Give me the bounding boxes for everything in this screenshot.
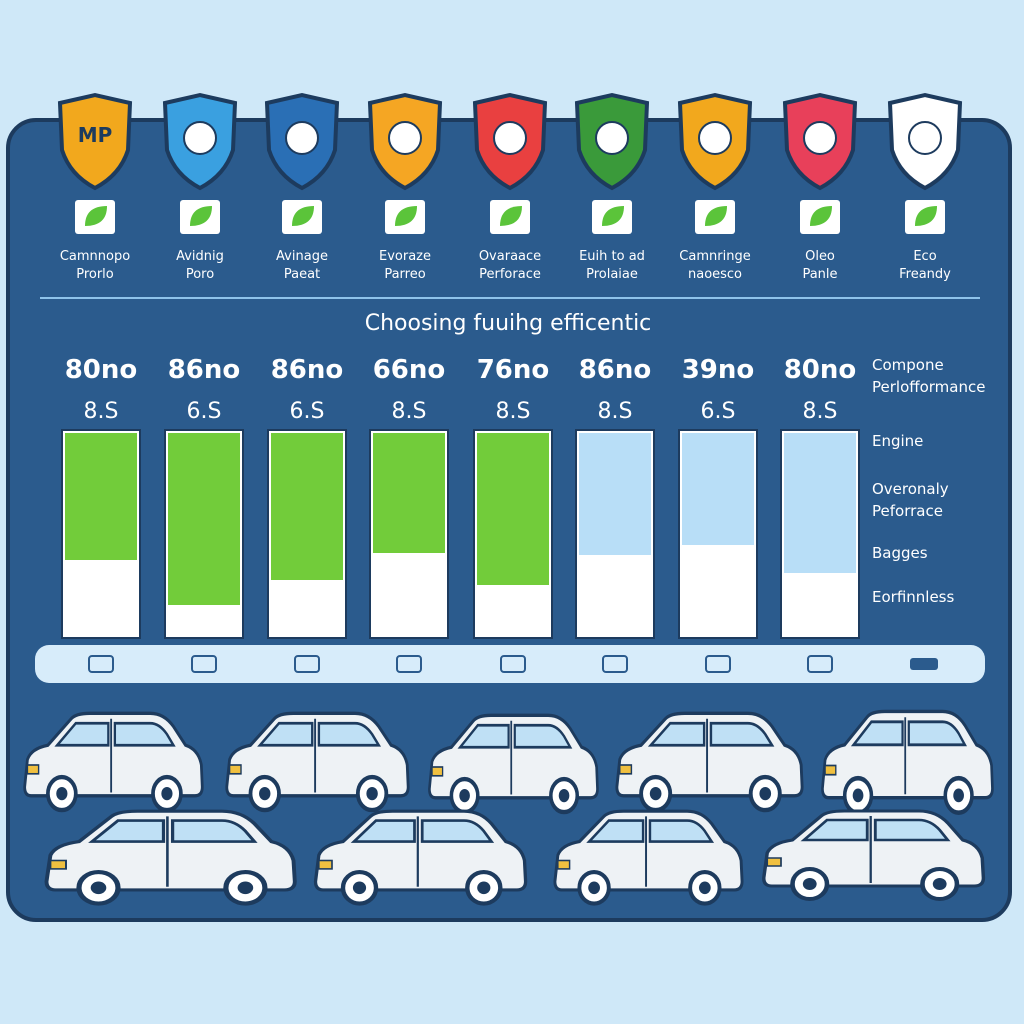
bar-label: 86no	[579, 355, 652, 385]
leaf	[602, 206, 624, 226]
bar-sublabel: 8.S	[84, 399, 119, 424]
strip-icon	[807, 655, 833, 673]
leaf	[190, 206, 212, 226]
badge-icon	[803, 121, 837, 155]
badge-label: Paeat	[284, 267, 320, 282]
side-label: Eorfinnless	[872, 588, 954, 606]
badge-label: Prolaiae	[586, 267, 638, 282]
strip-icon	[705, 655, 731, 673]
bar-fill	[271, 433, 343, 580]
leaf	[915, 206, 937, 226]
badge-icon	[388, 121, 422, 155]
bar-label: 80no	[65, 355, 138, 385]
side-label: Peforrace	[872, 502, 943, 520]
bar-sublabel: 8.S	[598, 399, 633, 424]
bar-fill	[682, 433, 754, 545]
bar-label: 86no	[271, 355, 344, 385]
bar-label: 66no	[373, 355, 446, 385]
bar-label: 86no	[168, 355, 241, 385]
bar-sublabel: 6.S	[290, 399, 325, 424]
badge-label: Evoraze	[379, 249, 431, 264]
badge-label: Oleo	[805, 249, 835, 264]
leaf	[292, 206, 314, 226]
badge-label: Camnringe	[679, 249, 750, 264]
title: Choosing fuuihg efficentic	[365, 311, 652, 336]
strip-icon	[910, 658, 938, 670]
side-label: Compone	[872, 356, 944, 374]
side-label: Overonaly	[872, 480, 949, 498]
badge-icon	[698, 121, 732, 155]
strip-icon	[602, 655, 628, 673]
leaf	[85, 206, 107, 226]
badge-label: Freandy	[899, 267, 951, 282]
bar-fill	[65, 433, 137, 560]
bar-sublabel: 6.S	[187, 399, 222, 424]
bar-fill	[373, 433, 445, 553]
bar-fill	[477, 433, 549, 585]
leaf	[500, 206, 522, 226]
bar-label: 80no	[784, 355, 857, 385]
badge-label: Perforace	[479, 267, 541, 282]
icon-strip	[35, 645, 985, 683]
badge-label: Avidnig	[176, 249, 224, 264]
side-label: Bagges	[872, 544, 928, 562]
badge-label: Camnnopo	[60, 249, 130, 264]
badge-icon	[493, 121, 527, 155]
badge-icon	[908, 121, 942, 155]
bar-fill	[579, 433, 651, 555]
side-label: Perlofformance	[872, 378, 985, 396]
badge-label: Panle	[802, 267, 837, 282]
side-label: Engine	[872, 432, 923, 450]
strip-icon	[294, 655, 320, 673]
strip-icon	[500, 655, 526, 673]
badge-label: Avinage	[276, 249, 328, 264]
leaf	[810, 206, 832, 226]
badge-label: Eco	[913, 249, 936, 264]
bar-sublabel: 8.S	[496, 399, 531, 424]
bar-sublabel: 8.S	[803, 399, 838, 424]
badge-label: Parreo	[384, 267, 425, 282]
bar-sublabel: 6.S	[701, 399, 736, 424]
badge-label: Euih to ad	[579, 249, 645, 264]
badge-label: Prorlo	[76, 267, 114, 282]
strip-icon	[88, 655, 114, 673]
badge-icon	[595, 121, 629, 155]
bar-fill	[168, 433, 240, 605]
strip-icon	[191, 655, 217, 673]
badge-label: naoesco	[688, 267, 742, 282]
badge-label: Poro	[186, 267, 214, 282]
badge-label: Ovaraace	[479, 249, 541, 264]
strip-icon	[396, 655, 422, 673]
badge-icon	[183, 121, 217, 155]
bar-label: 76no	[477, 355, 550, 385]
leaf	[395, 206, 417, 226]
bar-sublabel: 8.S	[392, 399, 427, 424]
badge-text: MP	[78, 123, 113, 147]
bar-label: 39no	[682, 355, 755, 385]
badge	[57, 92, 133, 191]
badge-icon	[285, 121, 319, 155]
bar-fill	[784, 433, 856, 573]
leaf	[705, 206, 727, 226]
